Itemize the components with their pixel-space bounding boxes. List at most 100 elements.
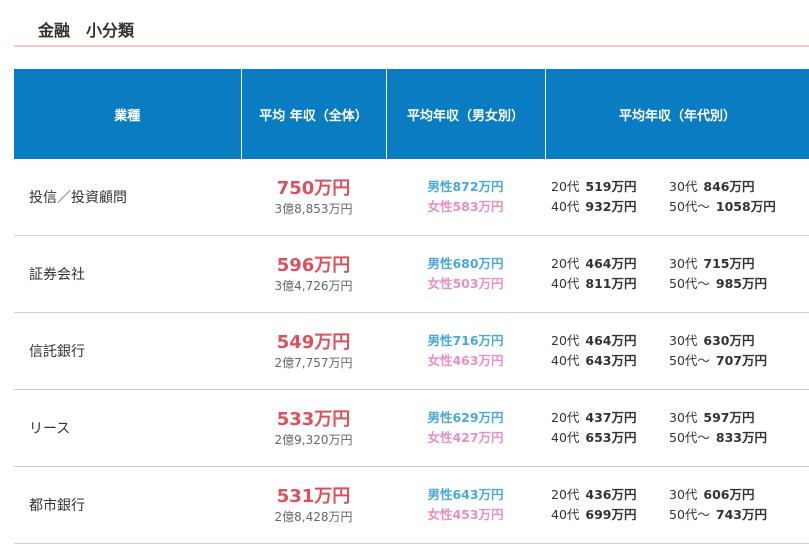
average-salary: 533万円 (276, 408, 351, 430)
header-by-gender: 平均年収（男女別） (386, 69, 546, 159)
age-cell: 50代～ 985万円 (669, 274, 787, 294)
table-row: 都市銀行 531万円 2億8,428万円 男性643万円 女性453万円 20代 43… (14, 466, 809, 544)
age-value: 707万円 (715, 353, 767, 368)
age-label: 50代～ (669, 276, 710, 291)
age-label: 30代 (669, 410, 698, 425)
age-breakdown: 20代 437万円 30代 597万円 40代 653万円 50代～ 833万円 (545, 389, 809, 467)
age-value: 597万円 (703, 410, 755, 425)
age-label: 40代 (551, 199, 580, 214)
age-cell: 30代 630万円 (669, 331, 787, 351)
age-label: 20代 (551, 410, 580, 425)
salary-table: 業種 平均 年収（全体） 平均年収（男女別） 平均年収（年代別） 投信／投資顧問… (14, 69, 809, 544)
table-row: 投信／投資顧問 750万円 3億8,853万円 男性872万円 女性583万円 20… (14, 159, 809, 236)
industry-name: 証券会社 (14, 235, 241, 313)
age-label: 50代～ (669, 353, 710, 368)
age-value: 699万円 (585, 507, 637, 522)
male-salary: 男性680万円 (427, 256, 504, 271)
age-value: 606万円 (703, 487, 755, 502)
gender-cell: 男性716万円 女性463万円 (386, 312, 545, 390)
female-salary: 女性453万円 (427, 507, 504, 522)
age-cell: 40代 653万円 (551, 428, 669, 448)
male-salary: 男性872万円 (427, 179, 504, 194)
age-label: 30代 (669, 179, 698, 194)
age-cell: 40代 811万円 (551, 274, 669, 294)
age-value: 985万円 (715, 276, 767, 291)
average-salary: 596万円 (276, 254, 351, 276)
age-label: 40代 (551, 276, 580, 291)
age-label: 50代～ (669, 430, 710, 445)
age-cell: 20代 464万円 (551, 254, 669, 274)
title-underline (14, 45, 809, 47)
age-value: 643万円 (585, 353, 637, 368)
age-value: 932万円 (585, 199, 637, 214)
age-value: 464万円 (585, 333, 637, 348)
average-salary: 549万円 (276, 331, 351, 353)
age-cell: 50代～ 833万円 (669, 428, 787, 448)
age-label: 40代 (551, 430, 580, 445)
table-header-row: 業種 平均 年収（全体） 平均年収（男女別） 平均年収（年代別） (14, 69, 809, 159)
age-cell: 30代 606万円 (669, 485, 787, 505)
average-cell: 750万円 3億8,853万円 (241, 159, 386, 236)
age-cell: 40代 643万円 (551, 351, 669, 371)
age-cell: 30代 715万円 (669, 254, 787, 274)
gender-cell: 男性643万円 女性453万円 (386, 466, 545, 544)
age-label: 50代～ (669, 507, 710, 522)
average-cell: 549万円 2億7,757万円 (241, 312, 386, 390)
table-row: 証券会社 596万円 3億4,726万円 男性680万円 女性503万円 20代 46… (14, 235, 809, 313)
age-label: 20代 (551, 487, 580, 502)
age-cell: 20代 519万円 (551, 177, 669, 197)
age-value: 653万円 (585, 430, 637, 445)
gender-cell: 男性872万円 女性583万円 (386, 159, 545, 236)
lifetime-salary: 3億4,726万円 (274, 278, 353, 293)
age-value: 811万円 (585, 276, 637, 291)
age-label: 20代 (551, 256, 580, 271)
industry-name: 都市銀行 (14, 466, 241, 544)
age-breakdown: 20代 519万円 30代 846万円 40代 932万円 50代～ 1058万円 (545, 159, 809, 236)
age-label: 30代 (669, 487, 698, 502)
female-salary: 女性583万円 (427, 199, 504, 214)
industry-name: 信託銀行 (14, 312, 241, 390)
average-cell: 533万円 2億9,320万円 (241, 389, 386, 467)
age-value: 1058万円 (715, 199, 776, 214)
lifetime-salary: 2億9,320万円 (274, 432, 353, 447)
age-cell: 30代 597万円 (669, 408, 787, 428)
age-cell: 20代 464万円 (551, 331, 669, 351)
female-salary: 女性503万円 (427, 276, 504, 291)
header-average: 平均 年収（全体） (241, 69, 387, 159)
age-cell: 40代 932万円 (551, 197, 669, 217)
male-salary: 男性629万円 (427, 410, 504, 425)
average-salary: 531万円 (276, 485, 351, 507)
age-cell: 20代 437万円 (551, 408, 669, 428)
age-value: 464万円 (585, 256, 637, 271)
male-salary: 男性643万円 (427, 487, 504, 502)
age-value: 743万円 (715, 507, 767, 522)
lifetime-salary: 2億8,428万円 (274, 509, 353, 524)
female-salary: 女性427万円 (427, 430, 504, 445)
gender-cell: 男性629万円 女性427万円 (386, 389, 545, 467)
table-row: リース 533万円 2億9,320万円 男性629万円 女性427万円 20代 437… (14, 389, 809, 467)
age-label: 20代 (551, 179, 580, 194)
age-label: 40代 (551, 507, 580, 522)
average-salary: 750万円 (276, 177, 351, 199)
age-cell: 30代 846万円 (669, 177, 787, 197)
age-value: 715万円 (703, 256, 755, 271)
average-cell: 596万円 3億4,726万円 (241, 235, 386, 313)
age-cell: 50代～ 707万円 (669, 351, 787, 371)
age-breakdown: 20代 464万円 30代 715万円 40代 811万円 50代～ 985万円 (545, 235, 809, 313)
table-row: 信託銀行 549万円 2億7,757万円 男性716万円 女性463万円 20代 46… (14, 312, 809, 390)
age-cell: 50代～ 743万円 (669, 505, 787, 525)
age-label: 20代 (551, 333, 580, 348)
average-cell: 531万円 2億8,428万円 (241, 466, 386, 544)
industry-name: リース (14, 389, 241, 467)
age-breakdown: 20代 464万円 30代 630万円 40代 643万円 50代～ 707万円 (545, 312, 809, 390)
age-label: 30代 (669, 256, 698, 271)
age-label: 50代～ (669, 199, 710, 214)
lifetime-salary: 3億8,853万円 (274, 201, 353, 216)
age-value: 436万円 (585, 487, 637, 502)
age-cell: 20代 436万円 (551, 485, 669, 505)
age-cell: 40代 699万円 (551, 505, 669, 525)
industry-name: 投信／投資顧問 (14, 159, 241, 236)
age-label: 30代 (669, 333, 698, 348)
age-value: 846万円 (703, 179, 755, 194)
gender-cell: 男性680万円 女性503万円 (386, 235, 545, 313)
